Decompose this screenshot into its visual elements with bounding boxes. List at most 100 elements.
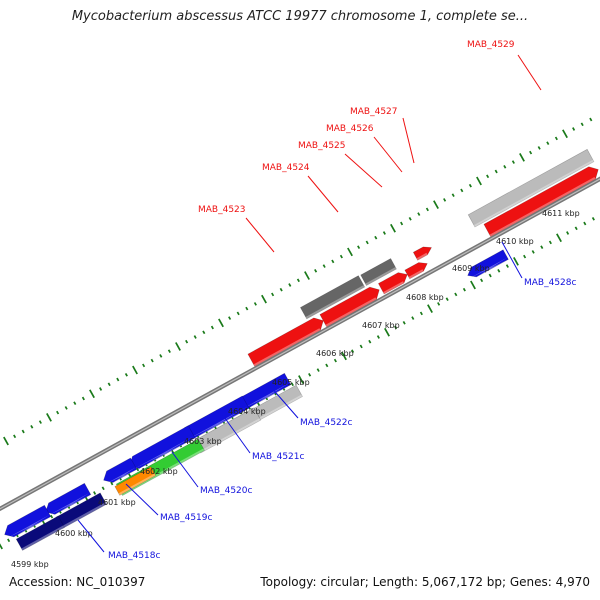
scale-tick [21,429,25,434]
chromosome-backbone [0,176,600,512]
scale-tick [347,247,353,257]
scale-tick [470,280,476,290]
scale-tick [193,335,197,339]
feature-shine [383,281,404,294]
scale-tick [339,254,343,259]
scale-tick [245,306,249,311]
kbp-label: 4600 kbp [55,529,93,538]
kbp-label: 4603 kbp [184,437,222,446]
scale-tick [357,245,361,250]
scale-tick [210,325,214,330]
scale-tick [402,320,406,325]
scale-tick [451,193,455,198]
feature-mab-4517c [4,504,52,538]
kbp-label: 4607 kbp [362,321,400,330]
scale-tick [228,316,232,320]
scale-tick [556,233,562,243]
scale-tick [437,302,441,306]
kbp-label: 4606 kbp [316,349,354,358]
scale-tick [331,259,335,264]
feature-mab-4527 [404,262,428,280]
scale-tick [107,382,111,387]
gene-features [4,148,599,551]
scale-tick [537,146,541,150]
scale-tick [304,271,310,280]
scale-tick [30,424,34,429]
scale-tick [546,141,550,146]
feature-mab-4517c-dark [15,515,65,551]
scale-tick [0,543,3,550]
kbp-label: 4605 kbp [272,378,310,387]
scale-tick [46,412,52,422]
feature-shine [118,473,156,496]
feature-shine [416,252,428,261]
accession-label: Accession: NC_010397 [9,575,146,589]
scale-tick [116,377,120,382]
feature-mab-4526-pseudo [360,258,397,286]
scale-tick [476,176,482,186]
feature-shine [121,448,205,496]
feature-shine [305,285,365,319]
feature-shine [6,514,51,539]
kbp-label: 4608 kbp [406,293,444,302]
scale-tick [288,283,292,287]
scale-tick [64,406,68,410]
scale-tick [580,122,584,127]
scale-tick [167,349,171,354]
scale-ticks [0,117,595,550]
scale-tick [589,117,593,122]
scale-tick [185,339,189,344]
feature-shine [259,394,303,420]
scale-tick [486,174,490,179]
gene-label: MAB_4526 [326,124,374,134]
scale-tick [142,363,146,368]
kbp-label: 4609 kbp [452,264,490,273]
gene-label: MAB_4527 [350,107,398,117]
feature-mab-4525 [299,275,366,320]
scale-tick [290,382,294,387]
scale-tick [384,327,390,337]
kbp-scale-labels: 4599 kbp 4600 kbp 4601 kbp 4602 kbp 4603 kbp… [11,209,580,569]
scale-tick [7,538,11,543]
gene-callouts: MAB_4523 MAB_4524 MAB_4525 MAB_4526 MAB_4527… [77,40,577,561]
scale-tick [540,245,544,250]
scale-tick [505,264,509,268]
feature-mab-4518c [45,482,92,515]
scale-tick [368,339,372,344]
scale-tick [296,278,300,283]
scale-tick [425,207,429,212]
scale-tick [341,351,347,361]
scale-tick [591,216,595,221]
scale-tick [572,127,576,131]
map-title: Mycobacterium abscessus ATCC 19977 chrom… [71,9,529,24]
scale-tick [488,273,492,278]
scale-tick [316,368,320,372]
feature-shine [241,382,291,410]
scale-tick [417,212,421,216]
gene-label: MAB_4524 [262,163,310,173]
scale-tick [394,325,398,330]
scale-tick [400,221,404,226]
callout-line [307,175,339,213]
scale-tick [365,240,369,245]
feature-shine [131,436,195,471]
callout-line [171,451,199,488]
scale-tick [101,486,105,491]
scale-tick [261,294,267,304]
feature-mab-4522c-pseudo [253,384,303,421]
scale-tick [99,387,103,391]
scale-tick [359,344,363,349]
scale-tick [408,216,412,221]
scale-tick [443,198,447,202]
scale-tick [513,256,519,266]
scale-tick [462,287,466,292]
scale-tick [382,231,386,235]
scale-tick [566,231,570,235]
scale-tick [562,129,568,139]
scale-tick [150,358,154,363]
scale-tick [218,318,224,328]
callout-line [77,519,105,553]
callout-line [269,385,299,419]
scale-tick [433,200,439,210]
feature-shine [473,159,594,227]
